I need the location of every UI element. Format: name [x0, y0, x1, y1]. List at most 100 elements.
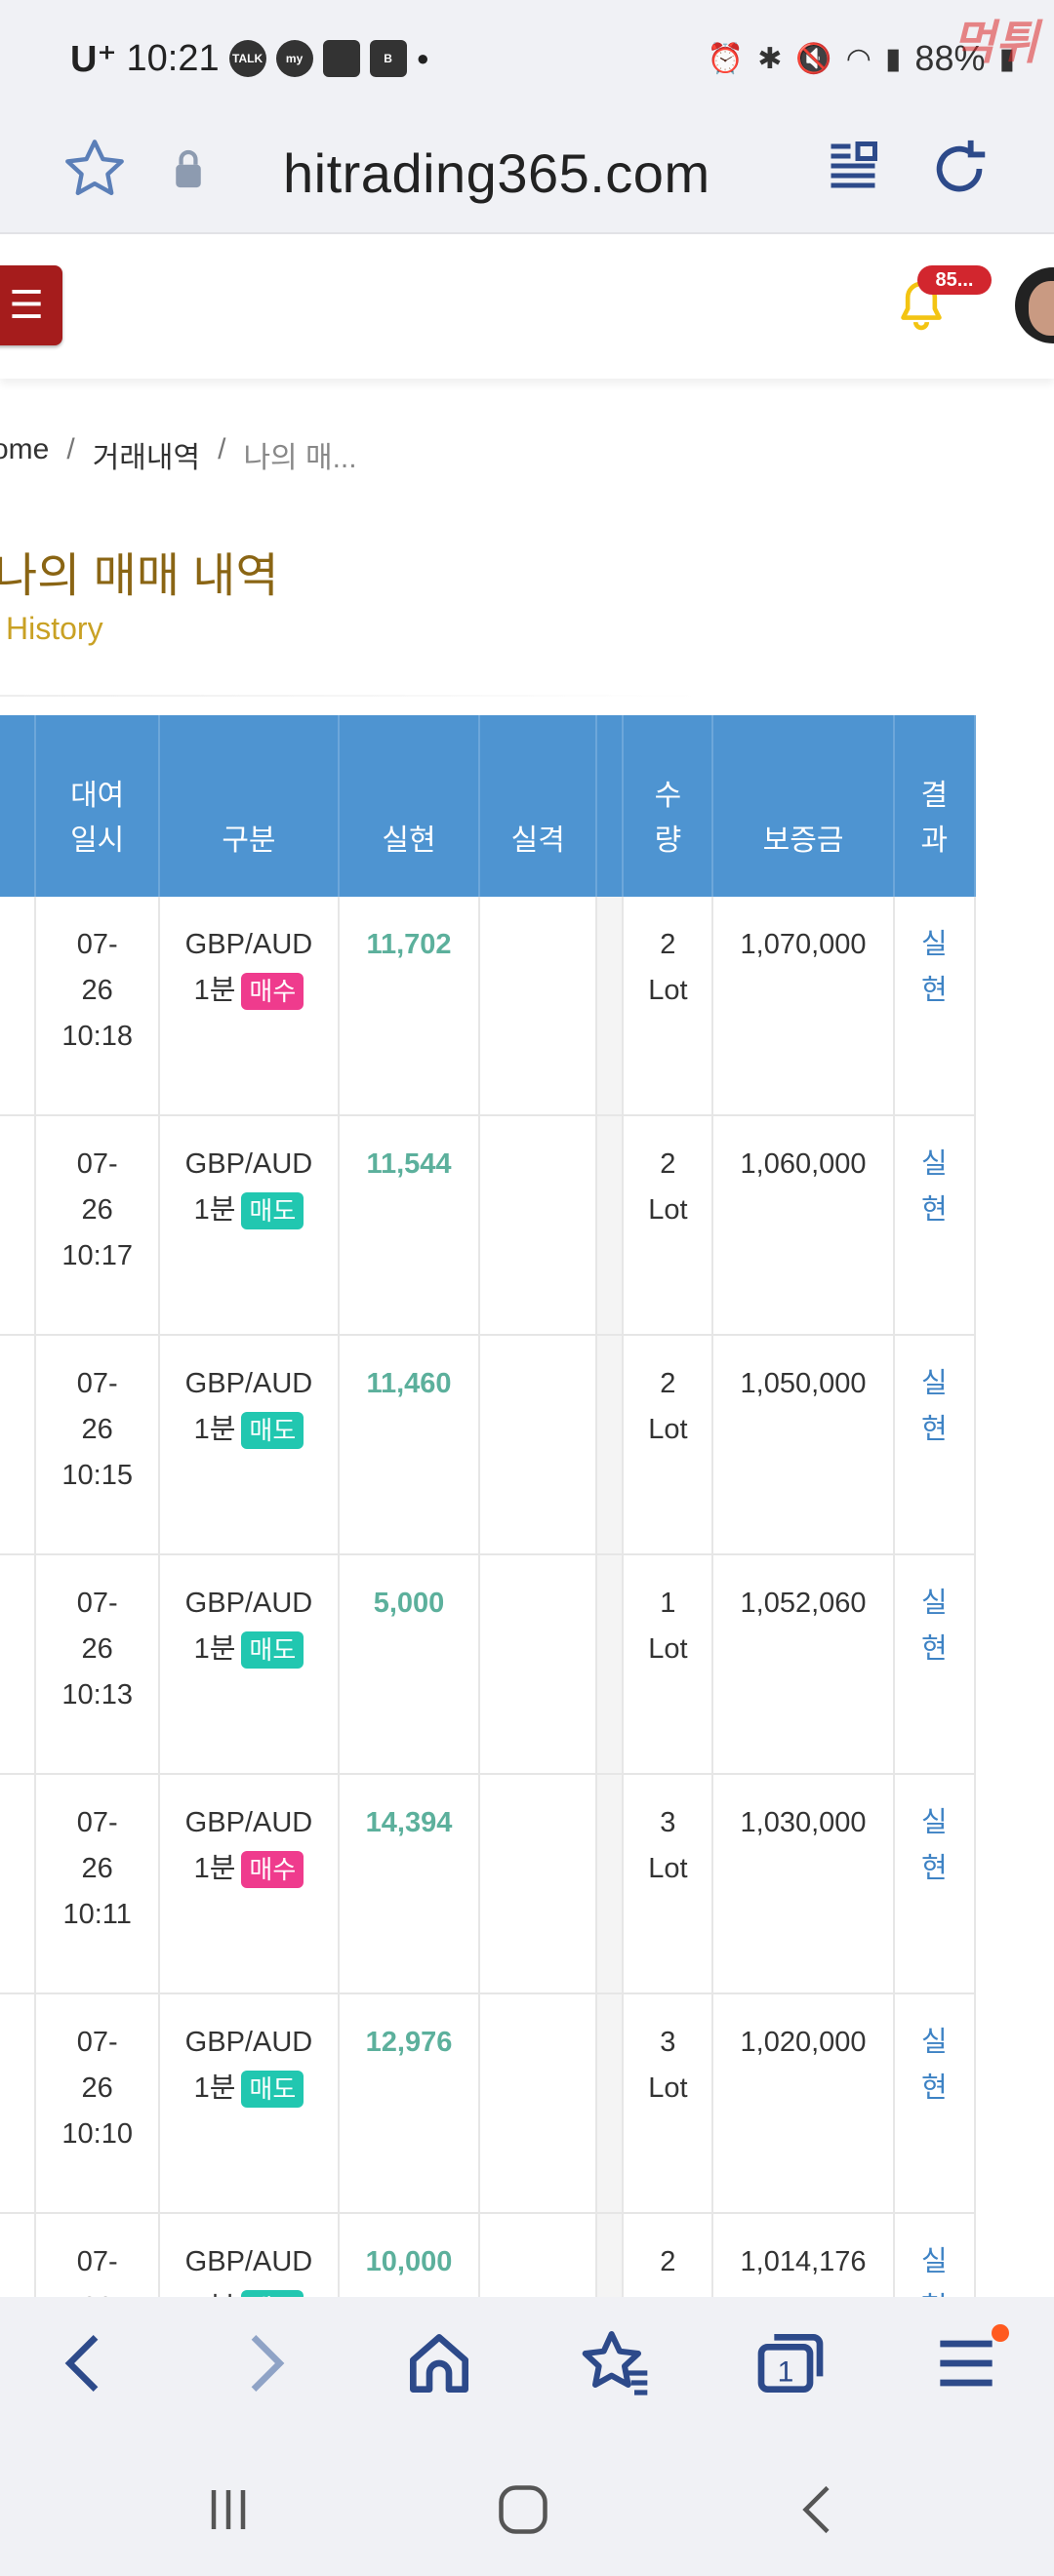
period-label: 1분 [193, 975, 236, 1006]
more-notifications-icon: ● [416, 46, 429, 70]
back-button-icon[interactable] [789, 2480, 847, 2539]
tabs-icon[interactable]: 1 [751, 2324, 830, 2402]
realized-cell: 5,000 [338, 1554, 481, 1775]
menu-button[interactable]: ☰ [0, 265, 62, 345]
column-header[interactable]: 대여 일시 [35, 715, 161, 897]
sell-badge: 매도 [241, 1631, 304, 1670]
forward-arrow-icon[interactable] [224, 2324, 303, 2402]
bluetooth-icon: ✱ [757, 42, 783, 75]
date-cell: 07- 26 10:15 [35, 1335, 161, 1555]
page-title: 나의 매매 내역 [0, 550, 279, 602]
column-header[interactable]: 실격 [479, 715, 598, 897]
pair-label: GBP/AUD [184, 2027, 313, 2058]
reload-icon[interactable] [925, 135, 993, 203]
column-header[interactable]: 호 [0, 715, 37, 897]
clock: 10:21 [126, 37, 220, 79]
row-number-cell: 92 [0, 1774, 37, 1994]
column-header[interactable]: 수 량 [623, 715, 714, 897]
row-number-cell: 96 [0, 897, 37, 1116]
column-header[interactable]: 실현 [338, 715, 481, 897]
loss-cell [479, 1115, 598, 1336]
breadcrumb-separator: / [218, 433, 226, 465]
url-text[interactable]: hitrading365.com [283, 142, 710, 204]
column-header[interactable]: 결 과 [893, 715, 977, 897]
deposit-cell: 1,070,000 [712, 897, 895, 1116]
period-label: 1분 [193, 2073, 236, 2104]
mute-icon: 🔇 [795, 42, 832, 75]
spacer-cell [596, 2213, 625, 2298]
buy-badge: 매수 [241, 973, 304, 1011]
period-label: 1분 [193, 1853, 236, 1884]
breadcrumb-home[interactable]: ome [0, 433, 50, 465]
period-line: 1분 매수 [160, 1846, 338, 1892]
carrier-label: U⁺ [70, 38, 117, 80]
reader-mode-icon[interactable] [824, 137, 882, 195]
pair-cell: GBP/AUD 1분 매수 [159, 1774, 340, 1994]
quantity-cell: 2 Lot [623, 1335, 714, 1555]
bookmark-star-icon[interactable] [61, 135, 129, 203]
pair-label: GBP/AUD [184, 1807, 313, 1838]
realized-cell: 11,702 [338, 897, 481, 1116]
period-label: 1분 [193, 1633, 236, 1665]
date-cell: 07- 26 10:10 [35, 1993, 161, 2214]
quantity-cell: 2 Lot [623, 1115, 714, 1336]
quantity-cell: 2 Lot [623, 2213, 714, 2298]
home-button-icon[interactable] [494, 2480, 552, 2539]
quantity-cell: 3 Lot [623, 1774, 714, 1994]
table-row[interactable]: 9007- 26 10:03 GBP/AUD 1분 매도 10,000 2 Lot1,01… [0, 2213, 977, 2298]
loss-cell [479, 2213, 598, 2298]
deposit-cell: 1,020,000 [712, 1993, 895, 2214]
date-cell: 07- 26 10:11 [35, 1774, 161, 1994]
pair-cell: GBP/AUD 1분 매수 [159, 897, 340, 1116]
wifi-icon: ◠ [845, 42, 872, 75]
row-number-cell: 91 [0, 1993, 37, 2214]
back-arrow-icon[interactable] [47, 2324, 125, 2402]
sell-badge: 매도 [241, 2290, 304, 2298]
column-header[interactable] [596, 715, 625, 897]
browser-url-bar: hitrading365.com [0, 115, 1054, 234]
breadcrumb-current: 나의 매... [243, 442, 357, 474]
date-cell: 07- 26 10:17 [35, 1115, 161, 1336]
home-icon[interactable] [400, 2324, 478, 2402]
row-number-cell: 94 [0, 1335, 37, 1555]
b-app-icon: B [369, 40, 407, 77]
breadcrumb-trades[interactable]: 거래내역 [92, 442, 201, 474]
loss-cell [479, 1554, 598, 1775]
loss-cell [479, 897, 598, 1116]
browser-bottom-bar: 1 [0, 2297, 1054, 2434]
battery-icon: ▮ [998, 42, 1015, 75]
spacer-cell [596, 1115, 625, 1336]
column-header[interactable]: 구분 [159, 715, 340, 897]
result-cell: 실 현 [893, 1554, 977, 1775]
pair-label: GBP/AUD [184, 1148, 313, 1180]
date-cell: 07- 26 10:03 [35, 2213, 161, 2298]
column-header[interactable]: 보증금 [712, 715, 895, 897]
notification-badge: 85... [917, 265, 992, 295]
hamburger-icon[interactable] [927, 2324, 1005, 2402]
row-number-cell: 90 [0, 2213, 37, 2298]
spacer-cell [596, 1993, 625, 2214]
result-cell: 실 현 [893, 1993, 977, 2214]
avatar[interactable] [1015, 267, 1054, 343]
bookmarks-star-icon[interactable] [576, 2324, 654, 2402]
spacer-cell [596, 1774, 625, 1994]
quantity-cell: 2 Lot [623, 897, 714, 1116]
battery-percent: 88% [914, 38, 986, 78]
recent-apps-icon[interactable] [199, 2480, 258, 2539]
row-number-cell: 93 [0, 1554, 37, 1775]
sell-badge: 매도 [241, 2071, 304, 2109]
quantity-cell: 3 Lot [623, 1993, 714, 2214]
